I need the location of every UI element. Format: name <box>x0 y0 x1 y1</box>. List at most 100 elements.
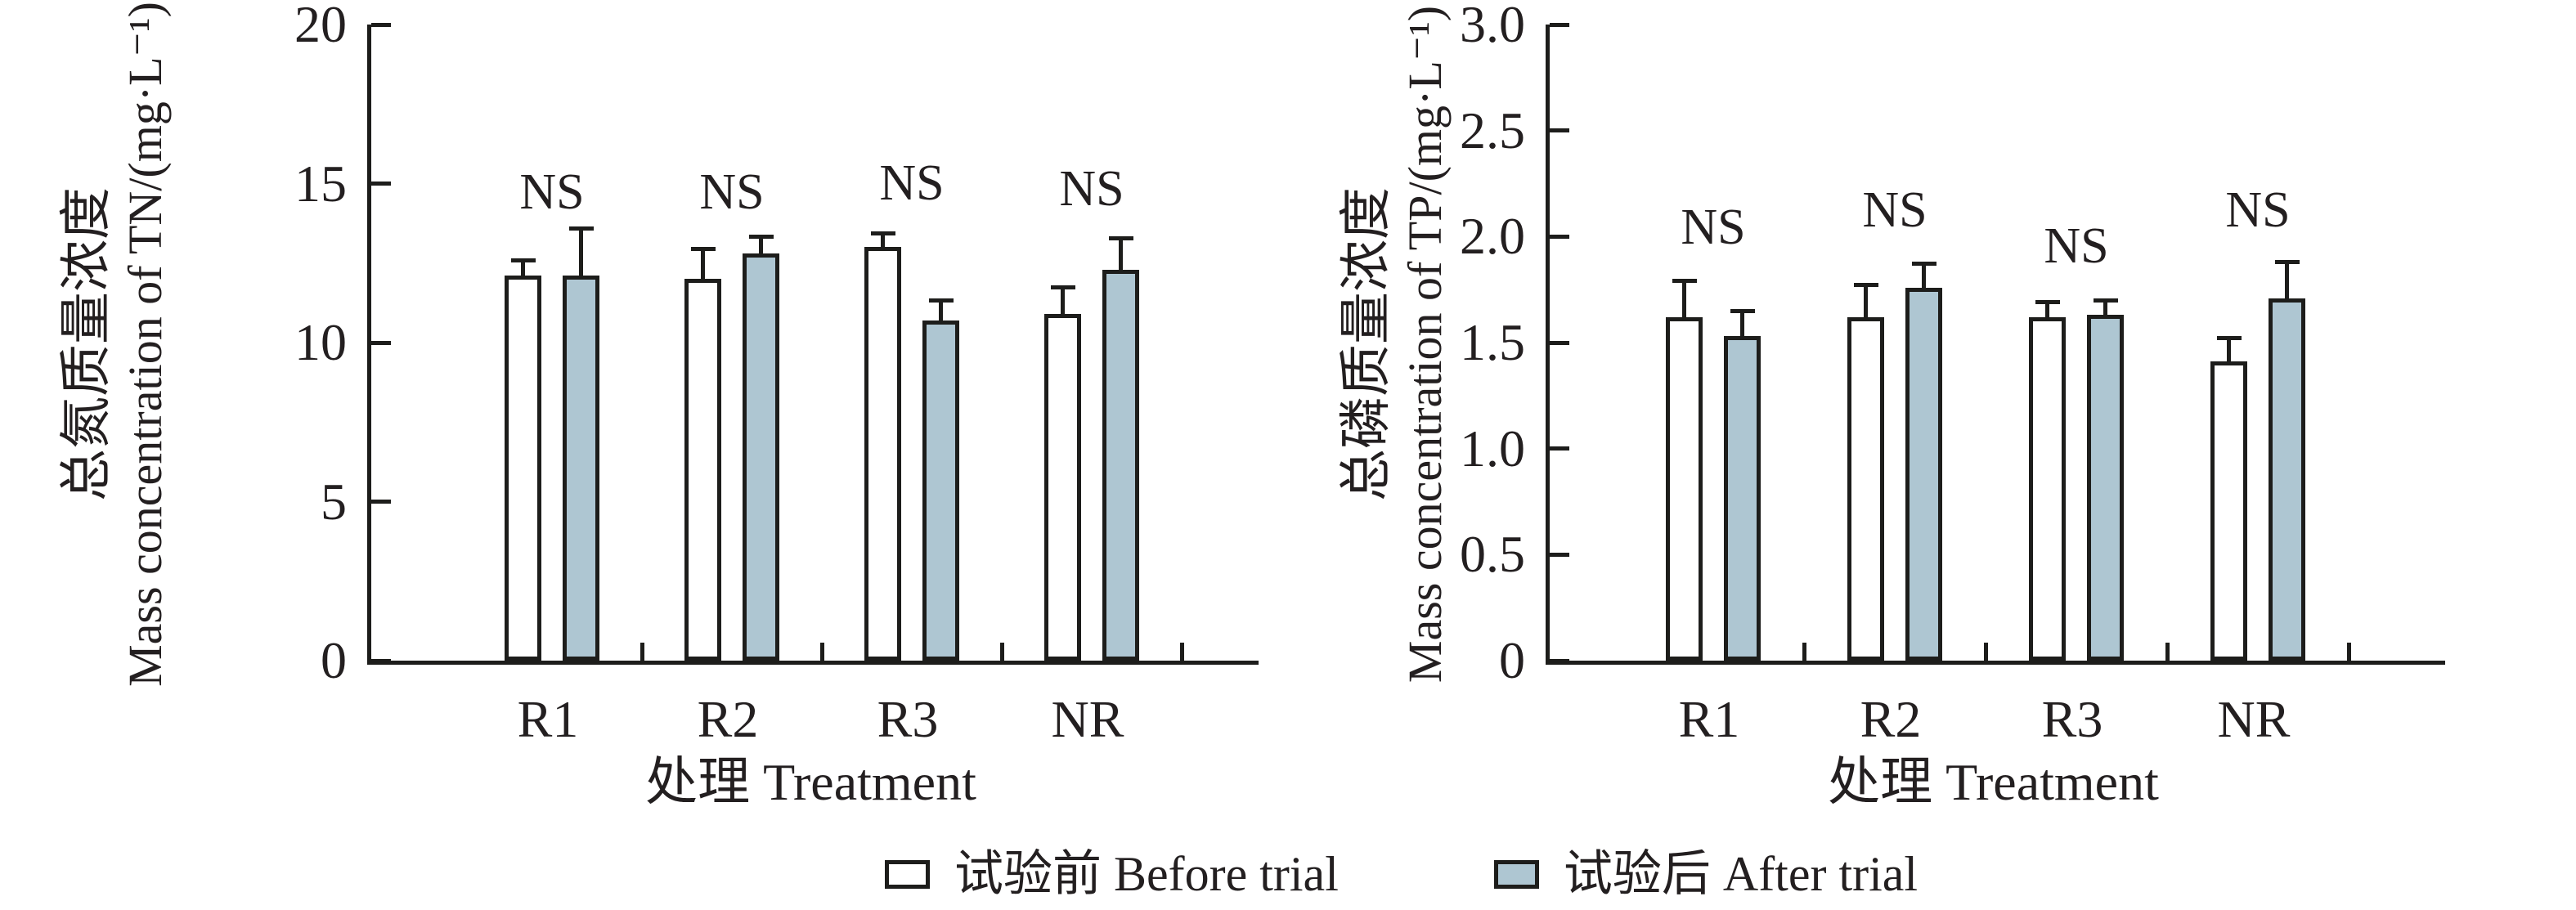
y-tick-label: 1.0 <box>1460 419 1525 477</box>
error-bar-stem <box>2103 298 2107 318</box>
error-bar-stem <box>2285 259 2289 301</box>
x-category-label-NR: NR <box>1051 690 1124 748</box>
y-tick-label: 2.5 <box>1460 101 1525 159</box>
error-bar-after-NR <box>2274 259 2300 301</box>
y-tick-label: 10 <box>294 313 347 371</box>
y-tick-label: 0 <box>321 631 347 689</box>
ns-label-NR: NS <box>1059 161 1124 217</box>
y-tick <box>371 340 391 345</box>
y-tick-label: 2.0 <box>1460 207 1525 266</box>
bar-before-R1 <box>505 276 541 661</box>
bar-before-R1 <box>1666 316 1703 661</box>
y-tick-label: 1.5 <box>1460 313 1525 371</box>
ns-label-R2: NS <box>699 164 765 221</box>
error-bar-before-R2 <box>1853 283 1878 320</box>
y-tick-label: 0 <box>1499 631 1525 689</box>
error-bar-after-NR <box>1108 235 1133 272</box>
x-category-label-R3: R3 <box>877 690 939 748</box>
error-bar-stem <box>1119 235 1123 272</box>
y-tick-label: 5 <box>321 472 347 531</box>
bar-after-R3 <box>922 320 959 661</box>
error-bar-stem <box>1061 285 1065 316</box>
error-bar-after-R1 <box>568 226 594 279</box>
y-tick-label: 15 <box>294 154 347 213</box>
y-tick <box>1550 658 1569 663</box>
x-tick <box>2165 643 2170 661</box>
tn-x-axis-title: 处理 Treatment <box>645 753 976 811</box>
y-tick <box>371 22 391 27</box>
legend-item-after-trial: 试验后 After trial <box>1493 845 1919 903</box>
bar-before-R2 <box>1847 316 1884 661</box>
tn-y-tick-labels: 0 5 10 15 20 <box>155 0 347 689</box>
legend-label-after-trial: 试验后 After trial <box>1563 847 1919 901</box>
ns-label-R3: NS <box>879 155 945 211</box>
y-tick <box>1550 340 1569 345</box>
x-category-label-R1: R1 <box>1678 690 1740 748</box>
ns-label-R1: NS <box>1681 199 1746 256</box>
ns-label-R3: NS <box>2044 218 2109 275</box>
error-bar-after-R3 <box>2093 298 2118 318</box>
error-bar-stem <box>939 298 943 323</box>
error-bar-stem <box>1922 262 1926 290</box>
error-bar-stem <box>2045 300 2049 320</box>
error-bar-after-R1 <box>1730 308 1755 339</box>
bar-after-R3 <box>2087 315 2124 661</box>
error-bar-before-NR <box>2216 336 2242 365</box>
bar-after-R1 <box>1724 336 1761 661</box>
bar-after-NR <box>1102 269 1139 661</box>
y-tick <box>1550 446 1569 451</box>
y-tick-label: 20 <box>294 0 347 53</box>
error-bar-before-R2 <box>690 247 716 282</box>
error-bar-before-R1 <box>510 258 536 279</box>
x-category-label-R2: R2 <box>697 690 759 748</box>
error-bar-stem <box>521 258 525 279</box>
legend-swatch-after-trial <box>1493 859 1539 889</box>
error-bar-stem <box>1682 279 1686 320</box>
error-bar-stem <box>1864 283 1868 320</box>
ns-label-R2: NS <box>1862 182 1928 239</box>
bar-after-R1 <box>563 276 599 661</box>
error-bar-after-R3 <box>928 298 954 323</box>
ns-label-R1: NS <box>519 164 585 221</box>
x-category-label-R1: R1 <box>517 690 579 748</box>
y-tick-label: 3.0 <box>1460 0 1525 53</box>
error-bar-before-NR <box>1050 285 1075 316</box>
x-tick <box>1802 643 1806 661</box>
x-category-label-R2: R2 <box>1860 690 1922 748</box>
legend-item-before-trial: 试验前 Before trial <box>885 845 1339 903</box>
error-bar-stem <box>579 226 583 279</box>
error-bar-before-R3 <box>2035 300 2060 320</box>
legend-label-before-trial: 试验前 Before trial <box>954 847 1339 901</box>
error-bar-stem <box>881 231 885 250</box>
x-tick <box>1983 643 1988 661</box>
bar-before-NR <box>2210 361 2247 661</box>
bar-before-R3 <box>864 247 901 661</box>
bar-before-R2 <box>684 279 721 661</box>
tn-plot-area: NS NS NS NS <box>367 22 1259 665</box>
bar-after-NR <box>2269 298 2305 661</box>
tp-y-tick-labels: 0 0.5 1.0 1.5 2.0 2.5 3.0 <box>1333 0 1525 689</box>
y-tick <box>1550 234 1569 239</box>
error-bar-before-R3 <box>870 231 895 250</box>
y-tick <box>371 182 391 186</box>
bar-before-R3 <box>2029 316 2066 661</box>
x-tick <box>2346 643 2351 661</box>
legend: 试验前 Before trial 试验后 After trial <box>885 845 1918 903</box>
ns-label-NR: NS <box>2225 182 2291 239</box>
error-bar-after-R2 <box>1911 262 1936 290</box>
x-category-label-R3: R3 <box>2041 690 2103 748</box>
error-bar-before-R1 <box>1672 279 1697 320</box>
error-bar-stem <box>759 234 763 257</box>
tp-plot-area: NS NS NS NS <box>1546 22 2445 665</box>
x-tick <box>640 643 644 661</box>
tp-x-axis-title: 处理 Treatment <box>1828 753 2159 811</box>
bar-before-NR <box>1044 314 1081 661</box>
x-category-label-NR: NR <box>2217 690 2291 748</box>
tn-y-axis-label-cn: 总氮质量浓度 <box>57 187 115 501</box>
y-tick <box>1550 22 1569 27</box>
y-tick <box>1550 128 1569 133</box>
error-bar-stem <box>1740 308 1744 339</box>
y-tick <box>371 500 391 504</box>
error-bar-after-R2 <box>748 234 774 257</box>
